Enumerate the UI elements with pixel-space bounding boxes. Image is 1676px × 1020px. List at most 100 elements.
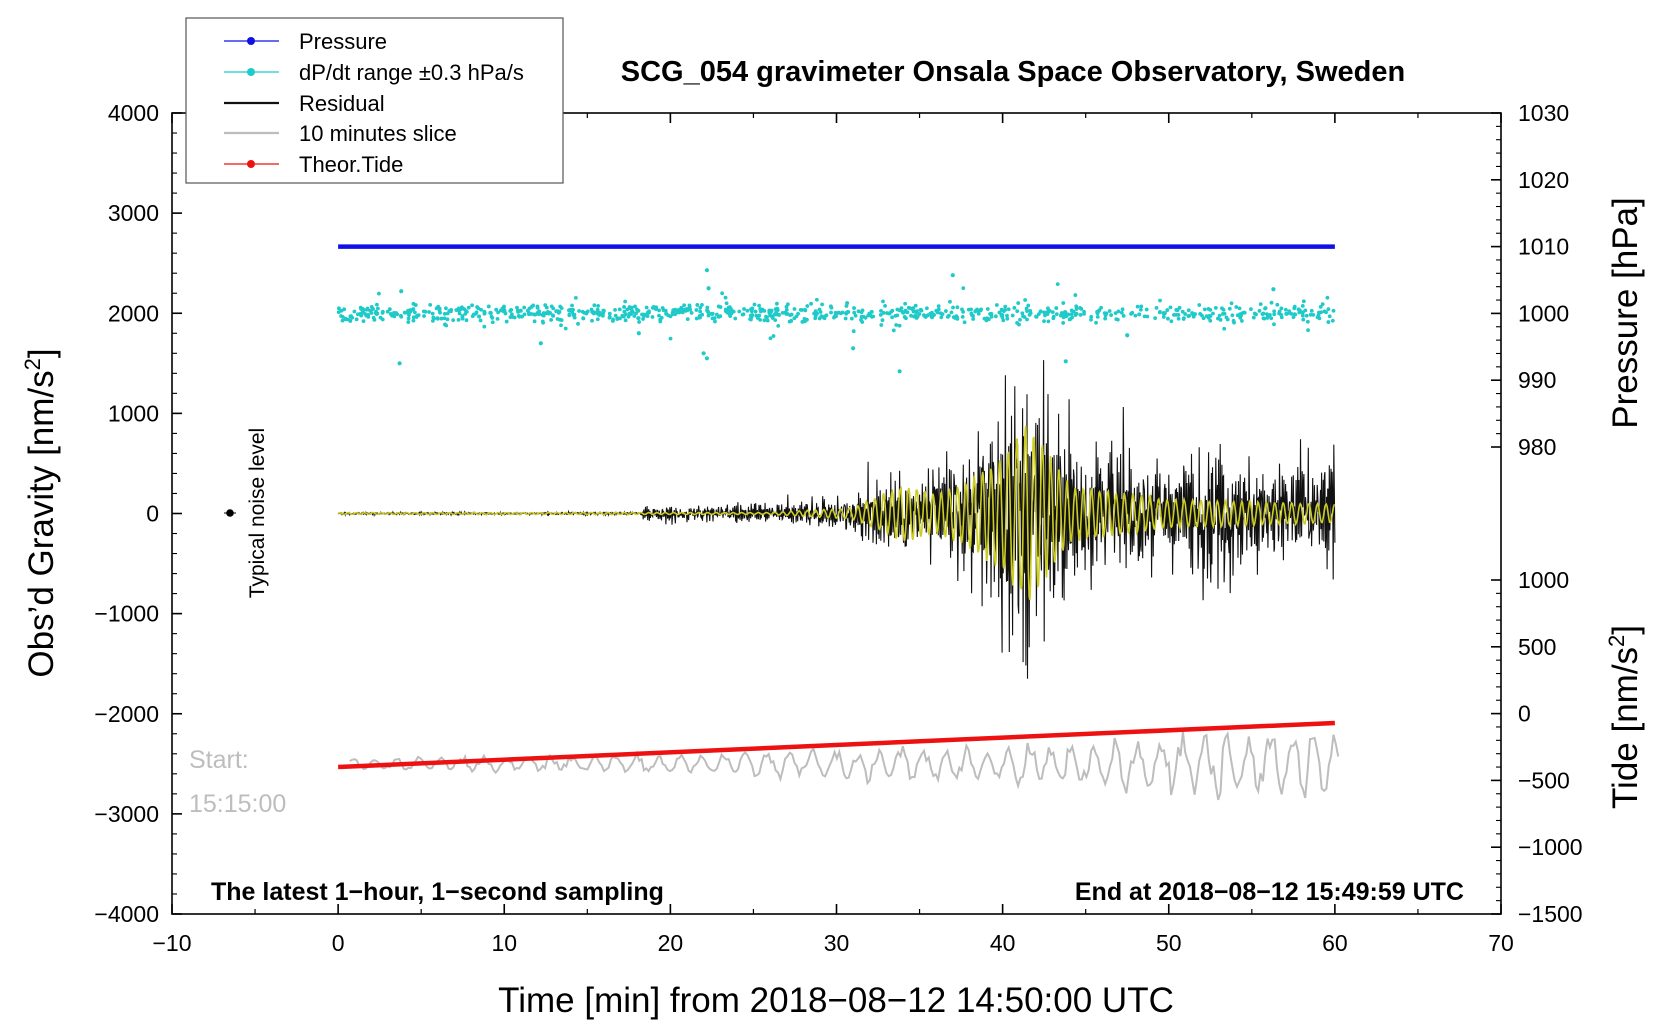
dpdt-point: [1010, 313, 1015, 318]
dpdt-point: [486, 304, 491, 309]
dpdt-point: [504, 319, 509, 324]
dpdt-point: [716, 304, 721, 309]
tide-series: [338, 720, 1335, 770]
dpdt-point: [463, 311, 468, 316]
dpdt-point: [994, 303, 999, 307]
dpdt-point: [1198, 312, 1203, 316]
dpdt-point: [853, 313, 858, 318]
dpdt-point: [625, 307, 630, 312]
dpdt-point: [477, 314, 482, 319]
dpdt-point: [623, 299, 628, 304]
dpdt-outlier: [538, 341, 543, 346]
dpdt-point: [1197, 303, 1202, 307]
dpdt-point: [1221, 312, 1225, 316]
dpdt-point: [559, 323, 563, 328]
dpdt-point: [737, 309, 742, 314]
dpdt-point: [765, 318, 770, 323]
pressure-tick-label: 1020: [1518, 167, 1569, 193]
dpdt-point: [1300, 304, 1305, 308]
dpdt-point: [601, 308, 606, 313]
x-tick-label: 0: [332, 930, 345, 956]
dpdt-point: [613, 308, 617, 312]
dpdt-point: [1006, 307, 1011, 312]
dpdt-point: [456, 306, 461, 311]
dpdt-point: [666, 313, 671, 318]
dpdt-point: [881, 299, 885, 304]
dpdt-point: [705, 308, 709, 313]
dpdt-point: [580, 309, 585, 314]
dpdt-point: [1227, 306, 1232, 311]
dpdt-point: [411, 301, 416, 306]
dpdt-point: [590, 318, 594, 323]
start-time: 15:15:00: [189, 790, 286, 818]
dpdt-point: [430, 311, 435, 316]
dpdt-point: [1021, 314, 1025, 319]
dpdt-point: [1016, 301, 1021, 305]
dpdt-point: [1287, 309, 1292, 314]
dpdt-point: [1046, 319, 1051, 324]
dpdt-point: [947, 313, 951, 318]
dpdt-point: [890, 308, 895, 313]
y-tick-label: 0: [146, 501, 159, 527]
dpdt-point: [1202, 307, 1207, 312]
dpdt-point: [880, 318, 885, 323]
dpdt-point: [759, 309, 763, 314]
dpdt-point: [909, 313, 913, 318]
dpdt-point: [387, 307, 392, 312]
dpdt-point: [380, 310, 385, 315]
dpdt-point: [404, 310, 408, 315]
dpdt-point: [893, 313, 898, 318]
legend-label-tide: Theor.Tide: [299, 152, 403, 177]
dpdt-point: [818, 310, 823, 314]
dpdt-point: [1279, 306, 1284, 311]
dpdt-point: [650, 315, 655, 319]
dpdt-point: [337, 306, 341, 311]
legend-item-pressure: Pressure: [224, 29, 387, 54]
dpdt-point: [532, 319, 537, 324]
dpdt-point: [1001, 318, 1006, 323]
dpdt-point: [843, 316, 848, 321]
dpdt-point: [1054, 306, 1059, 310]
dpdt-point: [1046, 309, 1051, 313]
dpdt-point: [399, 314, 404, 319]
dpdt-point: [1174, 308, 1179, 312]
dpdt-outlier: [704, 356, 710, 361]
dpdt-point: [478, 318, 483, 323]
dpdt-point: [510, 315, 515, 319]
dpdt-point: [1028, 311, 1033, 316]
dpdt-point: [343, 316, 348, 321]
dpdt-point: [1331, 308, 1336, 313]
dpdt-point: [1113, 311, 1118, 316]
x-axis-label: Time [min] from 2018−08−12 14:50:00 UTC: [498, 981, 1174, 1020]
dpdt-point: [1073, 293, 1078, 297]
dpdt-point: [659, 315, 664, 320]
dpdt-point: [899, 306, 904, 311]
dpdt-point: [697, 313, 702, 318]
y-tick-label: 1000: [108, 400, 159, 426]
dpdt-point: [809, 301, 813, 306]
dpdt-series: [336, 268, 1336, 374]
dpdt-point: [500, 306, 505, 311]
dpdt-point: [879, 323, 884, 327]
dpdt-point: [800, 308, 804, 312]
dpdt-point: [611, 319, 615, 323]
y-tick-label: −2000: [94, 701, 159, 727]
dpdt-point: [374, 312, 379, 317]
dpdt-point: [618, 316, 622, 321]
dpdt-point: [375, 306, 380, 311]
dpdt-point: [369, 304, 374, 309]
dpdt-point: [657, 313, 661, 318]
dpdt-point: [637, 320, 642, 324]
dpdt-point: [584, 311, 589, 316]
dpdt-point: [490, 320, 495, 325]
dpdt-point: [1078, 306, 1082, 310]
dpdt-outlier: [851, 346, 856, 351]
dpdt-point: [1208, 314, 1213, 319]
pressure-tick-label: 990: [1518, 367, 1556, 393]
dpdt-point: [636, 308, 641, 313]
dpdt-point: [596, 304, 600, 308]
dpdt-point: [626, 314, 631, 319]
dpdt-point: [336, 310, 341, 315]
dpdt-point: [700, 303, 704, 307]
dpdt-point: [451, 318, 456, 323]
